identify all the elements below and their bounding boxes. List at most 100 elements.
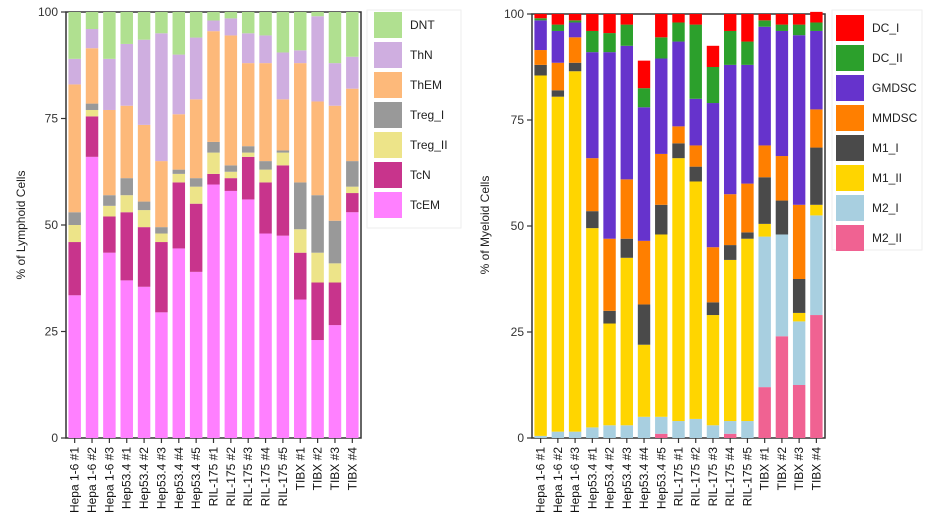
bar-them-hep53-4-3 [155, 161, 168, 228]
bar-tcn-hep53-4-2 [137, 227, 151, 287]
bar-them-ril-175-4 [259, 63, 272, 162]
x-tick-label-ril-175-5: RIL-175 #5 [276, 447, 290, 507]
legend-label-thn: ThN [410, 48, 433, 62]
x-tick-label-hep53-4-4: Hep53.4 #4 [637, 447, 651, 509]
bar-them-hep53-4-1 [120, 105, 133, 179]
bar-treg-ii-hepa-1-6-2 [85, 109, 99, 117]
bar-mmdsc-hep53-4-5 [655, 153, 668, 205]
bar-dc-i-hep53-4-2 [603, 14, 616, 34]
bar-treg-ii-tibx-3 [328, 263, 342, 283]
y-tick-label: 100 [504, 7, 524, 21]
bar-treg-ii-hep53-4-1 [120, 195, 133, 213]
bar-m1-i-hep53-4-2 [603, 310, 616, 324]
bar-m1-ii-hep53-4-4 [637, 344, 651, 417]
x-tick-label-tibx-3: TIBX #3 [792, 447, 806, 491]
bar-tcn-ril-175-4 [259, 182, 272, 234]
legend-swatch-dc-i [836, 15, 864, 41]
bar-dnt-ril-175-4 [259, 12, 272, 36]
bar-them-tibx-2 [311, 101, 324, 196]
bar-m1-ii-ril-175-4 [724, 259, 737, 422]
y-tick-label: 100 [38, 5, 58, 19]
bar-treg-i-ril-175-4 [259, 161, 272, 170]
bar-thn-tibx-2 [311, 16, 324, 102]
bar-dc-ii-hep53-4-2 [603, 33, 616, 53]
bar-treg-ii-ril-175-4 [259, 169, 272, 183]
bar-dc-i-ril-175-3 [706, 45, 720, 67]
bar-dc-ii-tibx-2 [775, 24, 789, 31]
bar-treg-i-hep53-4-3 [155, 227, 168, 234]
bar-dc-ii-hep53-4-1 [586, 30, 599, 53]
bar-dnt-hep53-4-4 [172, 12, 186, 55]
bar-treg-i-hep53-4-4 [172, 169, 186, 174]
bar-treg-ii-tibx-2 [311, 252, 324, 283]
bar-dc-i-hep53-4-4 [637, 60, 651, 89]
bar-m1-i-tibx-3 [792, 279, 806, 313]
bar-thn-hepa-1-6-2 [85, 29, 99, 49]
bar-treg-i-hep53-4-5 [189, 178, 203, 187]
x-tick-label-hep53-4-2: Hep53.4 #2 [603, 447, 617, 509]
bar-thn-hepa-1-6-3 [103, 58, 116, 110]
bar-dnt-hep53-4-3 [155, 12, 168, 34]
bar-tcem-hep53-4-2 [137, 286, 151, 438]
bar-treg-i-tibx-1 [294, 182, 307, 230]
bar-dc-i-ril-175-1 [672, 14, 685, 23]
y-tick-label: 0 [51, 431, 58, 445]
bar-tcn-tibx-1 [294, 252, 307, 300]
bar-thn-hep53-4-4 [172, 54, 186, 115]
bar-treg-i-tibx-2 [311, 195, 324, 253]
legend-swatch-tcem [374, 192, 402, 218]
bar-m2-ii-tibx-1 [758, 387, 771, 438]
legend-swatch-treg-ii [374, 132, 402, 158]
bar-dnt-hep53-4-1 [120, 12, 133, 44]
bar-them-hep53-4-2 [137, 124, 151, 202]
bar-dc-ii-tibx-3 [792, 24, 806, 36]
bar-dc-i-hep53-4-1 [586, 14, 599, 31]
x-tick-label-hep53-4-3: Hep53.4 #3 [620, 447, 634, 509]
legend-label-m2-ii: M2_II [872, 231, 902, 245]
x-tick-label-hep53-4-5: Hep53.4 #5 [654, 447, 668, 509]
y-axis-label: % of Myeloid Cells [478, 176, 492, 275]
bar-them-tibx-1 [294, 63, 307, 183]
bar-m1-ii-tibx-3 [792, 312, 806, 322]
bar-m1-ii-ril-175-2 [689, 181, 702, 419]
bar-dnt-tibx-3 [328, 12, 342, 64]
bar-gmdsc-hep53-4-4 [637, 107, 651, 241]
bar-thn-ril-175-4 [259, 35, 272, 64]
bar-m1-i-ril-175-2 [689, 166, 702, 182]
bar-m2-i-hepa-1-6-3 [568, 431, 582, 438]
bar-dnt-hep53-4-5 [189, 12, 203, 38]
y-tick-label: 25 [45, 325, 59, 339]
bar-mmdsc-hepa-1-6-3 [568, 37, 582, 63]
x-tick-label-hep53-4-1: Hep53.4 #1 [120, 447, 134, 509]
bar-tcn-ril-175-3 [241, 156, 255, 200]
bar-gmdsc-hep53-4-5 [655, 58, 668, 154]
bar-tcem-hepa-1-6-1 [68, 295, 81, 438]
x-tick-label-hep53-4-5: Hep53.4 #5 [189, 447, 203, 509]
bar-tcem-hep53-4-4 [172, 248, 186, 438]
legend-swatch-mmdsc [836, 105, 864, 131]
legend-label-mmdsc: MMDSC [872, 111, 918, 125]
bar-mmdsc-tibx-3 [792, 204, 806, 279]
x-tick-label-tibx-2: TIBX #2 [775, 447, 789, 491]
bar-tcem-ril-175-4 [259, 233, 272, 438]
bar-dc-ii-ril-175-1 [672, 22, 685, 42]
bar-mmdsc-tibx-4 [810, 109, 823, 148]
x-tick-label-hepa-1-6-2: Hepa 1-6 #2 [551, 447, 565, 513]
bar-treg-ii-ril-175-2 [224, 171, 238, 179]
bar-dc-i-ril-175-2 [689, 14, 702, 25]
y-tick-label: 50 [511, 219, 525, 233]
bar-thn-hep53-4-1 [120, 43, 133, 106]
legend-swatch-dnt [374, 12, 402, 38]
bar-dc-ii-hep53-4-4 [637, 88, 651, 108]
bar-treg-i-ril-175-3 [241, 146, 255, 153]
bar-dc-ii-hep53-4-5 [655, 37, 668, 59]
bar-mmdsc-hep53-4-1 [586, 158, 599, 212]
bar-treg-ii-hep53-4-2 [137, 210, 151, 228]
bar-tcn-ril-175-1 [207, 173, 220, 185]
legend-label-dc-i: DC_I [872, 21, 899, 35]
bar-tcem-tibx-3 [328, 325, 342, 438]
x-tick-label-tibx-1: TIBX #1 [293, 447, 307, 491]
bar-thn-hep53-4-3 [155, 33, 168, 162]
bar-m1-ii-hepa-1-6-1 [534, 75, 547, 436]
y-axis: 0 25 50 75 100 [38, 5, 66, 445]
